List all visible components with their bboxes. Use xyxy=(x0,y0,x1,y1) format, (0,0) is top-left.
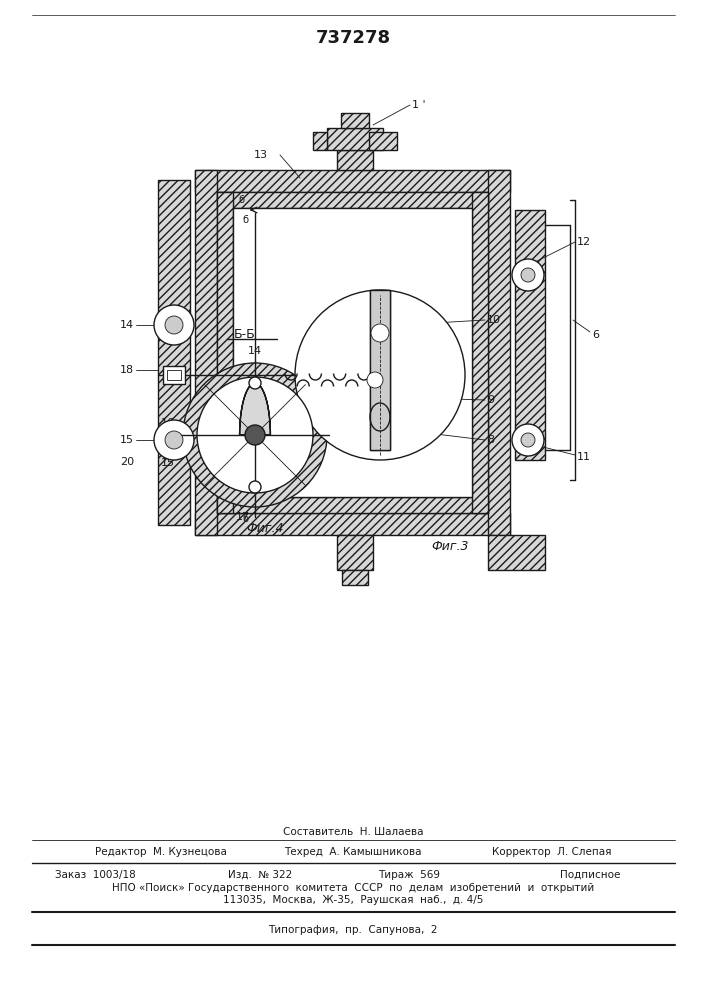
Bar xyxy=(313,132,327,150)
Circle shape xyxy=(295,290,465,460)
Circle shape xyxy=(183,363,327,507)
Text: 16: 16 xyxy=(335,418,349,428)
Text: 15: 15 xyxy=(120,435,134,445)
Circle shape xyxy=(165,431,183,449)
Text: Фиг.4: Фиг.4 xyxy=(246,522,284,536)
Bar xyxy=(337,535,373,570)
Text: б: б xyxy=(238,195,244,205)
Bar xyxy=(341,113,369,128)
Bar xyxy=(515,210,545,460)
Text: Техред  А. Камышникова: Техред А. Камышникова xyxy=(284,847,422,857)
Text: 14: 14 xyxy=(120,320,134,330)
Text: 18: 18 xyxy=(161,438,175,448)
Text: б: б xyxy=(242,514,248,524)
Text: 17: 17 xyxy=(236,512,250,522)
Text: Подписное: Подписное xyxy=(560,870,620,880)
Text: 15: 15 xyxy=(161,458,175,468)
Circle shape xyxy=(512,259,544,291)
Text: Тираж  569: Тираж 569 xyxy=(378,870,440,880)
Text: 12: 12 xyxy=(577,237,591,247)
Bar xyxy=(233,208,472,497)
Text: 9: 9 xyxy=(487,395,494,405)
Bar xyxy=(217,497,488,513)
Text: Корректор  Л. Слепая: Корректор Л. Слепая xyxy=(493,847,612,857)
Circle shape xyxy=(249,377,261,389)
Text: 13: 13 xyxy=(254,150,268,160)
Circle shape xyxy=(165,316,183,334)
Text: 1 ': 1 ' xyxy=(412,100,426,110)
Circle shape xyxy=(521,268,535,282)
Text: б: б xyxy=(238,500,244,510)
Circle shape xyxy=(245,425,265,445)
Bar xyxy=(195,170,510,192)
Text: 8: 8 xyxy=(487,435,494,445)
Bar xyxy=(369,132,397,150)
Text: 113035,  Москва,  Ж-35,  Раушская  наб.,  д. 4/5: 113035, Москва, Ж-35, Раушская наб., д. … xyxy=(223,895,483,905)
Bar xyxy=(158,180,190,525)
Text: б: б xyxy=(242,215,248,225)
Text: 11: 11 xyxy=(577,452,591,462)
Bar xyxy=(472,192,488,513)
Bar xyxy=(217,192,233,513)
Text: Составитель  Н. Шалаева: Составитель Н. Шалаева xyxy=(283,827,423,837)
Text: НПО «Поиск» Государственного  комитета  СССР  по  делам  изобретений  и  открыти: НПО «Поиск» Государственного комитета СС… xyxy=(112,883,594,893)
Text: 19: 19 xyxy=(263,434,277,444)
Text: Б-Б: Б-Б xyxy=(234,328,256,342)
Bar xyxy=(195,513,510,535)
Text: 20: 20 xyxy=(120,457,134,467)
Text: 10: 10 xyxy=(487,315,501,325)
Bar xyxy=(217,192,488,208)
Circle shape xyxy=(367,372,383,388)
Circle shape xyxy=(249,481,261,493)
Text: 737278: 737278 xyxy=(315,29,390,47)
Text: Фиг.3: Фиг.3 xyxy=(431,540,469,554)
Bar xyxy=(488,170,510,535)
Bar xyxy=(342,570,368,585)
Polygon shape xyxy=(240,383,270,435)
Bar xyxy=(370,290,390,450)
Bar xyxy=(195,170,217,535)
Text: 14: 14 xyxy=(248,346,262,356)
Bar xyxy=(370,290,390,450)
Circle shape xyxy=(512,424,544,456)
Bar xyxy=(488,535,545,570)
Circle shape xyxy=(371,324,389,342)
Circle shape xyxy=(197,377,313,493)
Text: Редактор  М. Кузнецова: Редактор М. Кузнецова xyxy=(95,847,227,857)
Text: Изд.  № 322: Изд. № 322 xyxy=(228,870,292,880)
Text: 6: 6 xyxy=(592,330,599,340)
Text: Заказ  1003/18: Заказ 1003/18 xyxy=(55,870,136,880)
Text: Типография,  пр.  Сапунова,  2: Типография, пр. Сапунова, 2 xyxy=(268,925,438,935)
Bar xyxy=(327,128,383,150)
Bar xyxy=(337,150,373,170)
Bar xyxy=(167,370,181,380)
Text: 18: 18 xyxy=(120,365,134,375)
Circle shape xyxy=(521,433,535,447)
Bar xyxy=(163,366,185,384)
Circle shape xyxy=(154,420,194,460)
Text: 16: 16 xyxy=(161,418,175,428)
Circle shape xyxy=(154,305,194,345)
